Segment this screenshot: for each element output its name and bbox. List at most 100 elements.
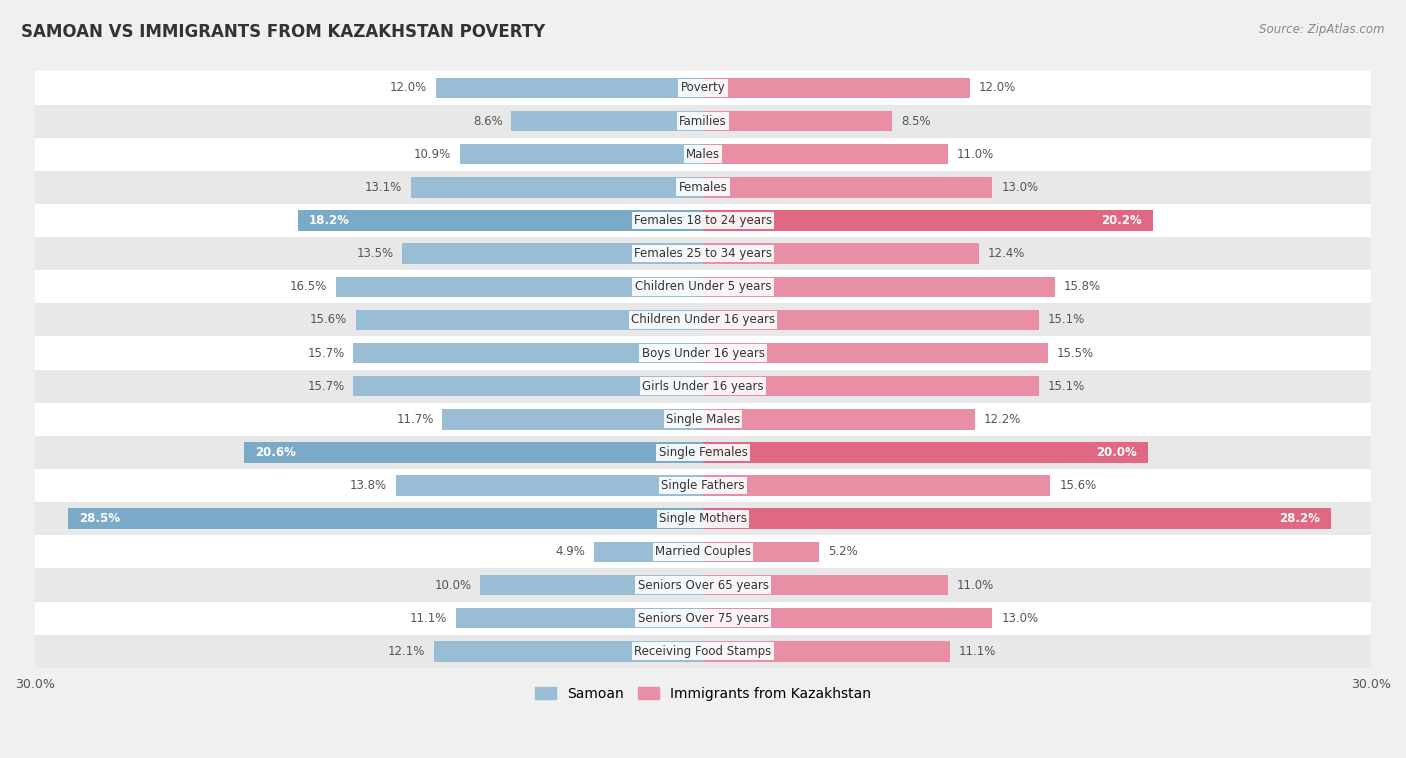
Text: 28.2%: 28.2% [1279, 512, 1320, 525]
Text: Single Females: Single Females [658, 446, 748, 459]
Bar [245, 442, 703, 462]
Text: 15.7%: 15.7% [308, 380, 344, 393]
Text: Married Couples: Married Couples [655, 546, 751, 559]
Bar [353, 343, 703, 363]
Bar [35, 270, 1371, 303]
Text: Females 18 to 24 years: Females 18 to 24 years [634, 214, 772, 227]
Bar [35, 436, 1371, 469]
Bar [35, 171, 1371, 204]
Text: 12.0%: 12.0% [389, 81, 427, 95]
Text: 15.1%: 15.1% [1047, 380, 1085, 393]
Legend: Samoan, Immigrants from Kazakhstan: Samoan, Immigrants from Kazakhstan [530, 681, 876, 706]
Text: 15.7%: 15.7% [308, 346, 344, 359]
Bar [703, 210, 1153, 230]
Bar [353, 376, 703, 396]
Text: 13.8%: 13.8% [350, 479, 387, 492]
Bar [703, 542, 818, 562]
Text: 15.1%: 15.1% [1047, 313, 1085, 327]
Bar [460, 144, 703, 164]
Text: 20.6%: 20.6% [256, 446, 297, 459]
Text: Females 25 to 34 years: Females 25 to 34 years [634, 247, 772, 260]
Text: Males: Males [686, 148, 720, 161]
Text: 12.0%: 12.0% [979, 81, 1017, 95]
Bar [35, 370, 1371, 402]
Bar [703, 77, 970, 99]
Bar [35, 303, 1371, 337]
Bar [703, 608, 993, 628]
Text: 13.0%: 13.0% [1001, 181, 1039, 194]
Text: 11.0%: 11.0% [957, 578, 994, 591]
Text: 15.6%: 15.6% [1059, 479, 1097, 492]
Bar [703, 475, 1050, 496]
Text: 15.8%: 15.8% [1064, 280, 1101, 293]
Text: Single Mothers: Single Mothers [659, 512, 747, 525]
Bar [298, 210, 703, 230]
Text: Single Fathers: Single Fathers [661, 479, 745, 492]
Bar [35, 71, 1371, 105]
Text: 12.2%: 12.2% [984, 413, 1021, 426]
Bar [35, 237, 1371, 270]
Text: 28.5%: 28.5% [80, 512, 121, 525]
Bar [35, 535, 1371, 568]
Text: Families: Families [679, 114, 727, 127]
Text: 13.0%: 13.0% [1001, 612, 1039, 625]
Bar [703, 111, 893, 131]
Bar [703, 243, 979, 264]
Text: Seniors Over 75 years: Seniors Over 75 years [637, 612, 769, 625]
Text: Receiving Food Stamps: Receiving Food Stamps [634, 645, 772, 658]
Text: 18.2%: 18.2% [309, 214, 350, 227]
Bar [456, 608, 703, 628]
Text: 8.5%: 8.5% [901, 114, 931, 127]
Bar [481, 575, 703, 595]
Bar [35, 402, 1371, 436]
Text: 10.0%: 10.0% [434, 578, 471, 591]
Bar [395, 475, 703, 496]
Bar [412, 177, 703, 198]
Bar [35, 503, 1371, 535]
Bar [703, 343, 1047, 363]
Bar [443, 409, 703, 430]
Text: 15.5%: 15.5% [1057, 346, 1094, 359]
Text: Females: Females [679, 181, 727, 194]
Text: 10.9%: 10.9% [415, 148, 451, 161]
Bar [336, 277, 703, 297]
Text: 13.5%: 13.5% [356, 247, 394, 260]
Text: 12.4%: 12.4% [988, 247, 1025, 260]
Text: Source: ZipAtlas.com: Source: ZipAtlas.com [1260, 23, 1385, 36]
Bar [703, 376, 1039, 396]
Bar [593, 542, 703, 562]
Bar [35, 602, 1371, 634]
Text: 12.1%: 12.1% [387, 645, 425, 658]
Bar [35, 138, 1371, 171]
Text: 15.6%: 15.6% [309, 313, 347, 327]
Text: 13.1%: 13.1% [366, 181, 402, 194]
Text: Girls Under 16 years: Girls Under 16 years [643, 380, 763, 393]
Text: 11.7%: 11.7% [396, 413, 433, 426]
Text: 4.9%: 4.9% [555, 546, 585, 559]
Bar [356, 309, 703, 330]
Bar [402, 243, 703, 264]
Bar [703, 144, 948, 164]
Text: Children Under 16 years: Children Under 16 years [631, 313, 775, 327]
Text: Seniors Over 65 years: Seniors Over 65 years [637, 578, 769, 591]
Bar [35, 568, 1371, 602]
Bar [703, 442, 1149, 462]
Text: 16.5%: 16.5% [290, 280, 326, 293]
Bar [703, 277, 1054, 297]
Bar [703, 177, 993, 198]
Bar [703, 641, 950, 662]
Bar [703, 409, 974, 430]
Text: 11.0%: 11.0% [957, 148, 994, 161]
Text: Poverty: Poverty [681, 81, 725, 95]
Bar [703, 575, 948, 595]
Bar [703, 509, 1331, 529]
Bar [35, 337, 1371, 370]
Text: 11.1%: 11.1% [959, 645, 997, 658]
Bar [35, 469, 1371, 503]
Text: 8.6%: 8.6% [472, 114, 502, 127]
Text: Boys Under 16 years: Boys Under 16 years [641, 346, 765, 359]
Text: 20.2%: 20.2% [1101, 214, 1142, 227]
Text: SAMOAN VS IMMIGRANTS FROM KAZAKHSTAN POVERTY: SAMOAN VS IMMIGRANTS FROM KAZAKHSTAN POV… [21, 23, 546, 41]
Bar [512, 111, 703, 131]
Bar [35, 105, 1371, 138]
